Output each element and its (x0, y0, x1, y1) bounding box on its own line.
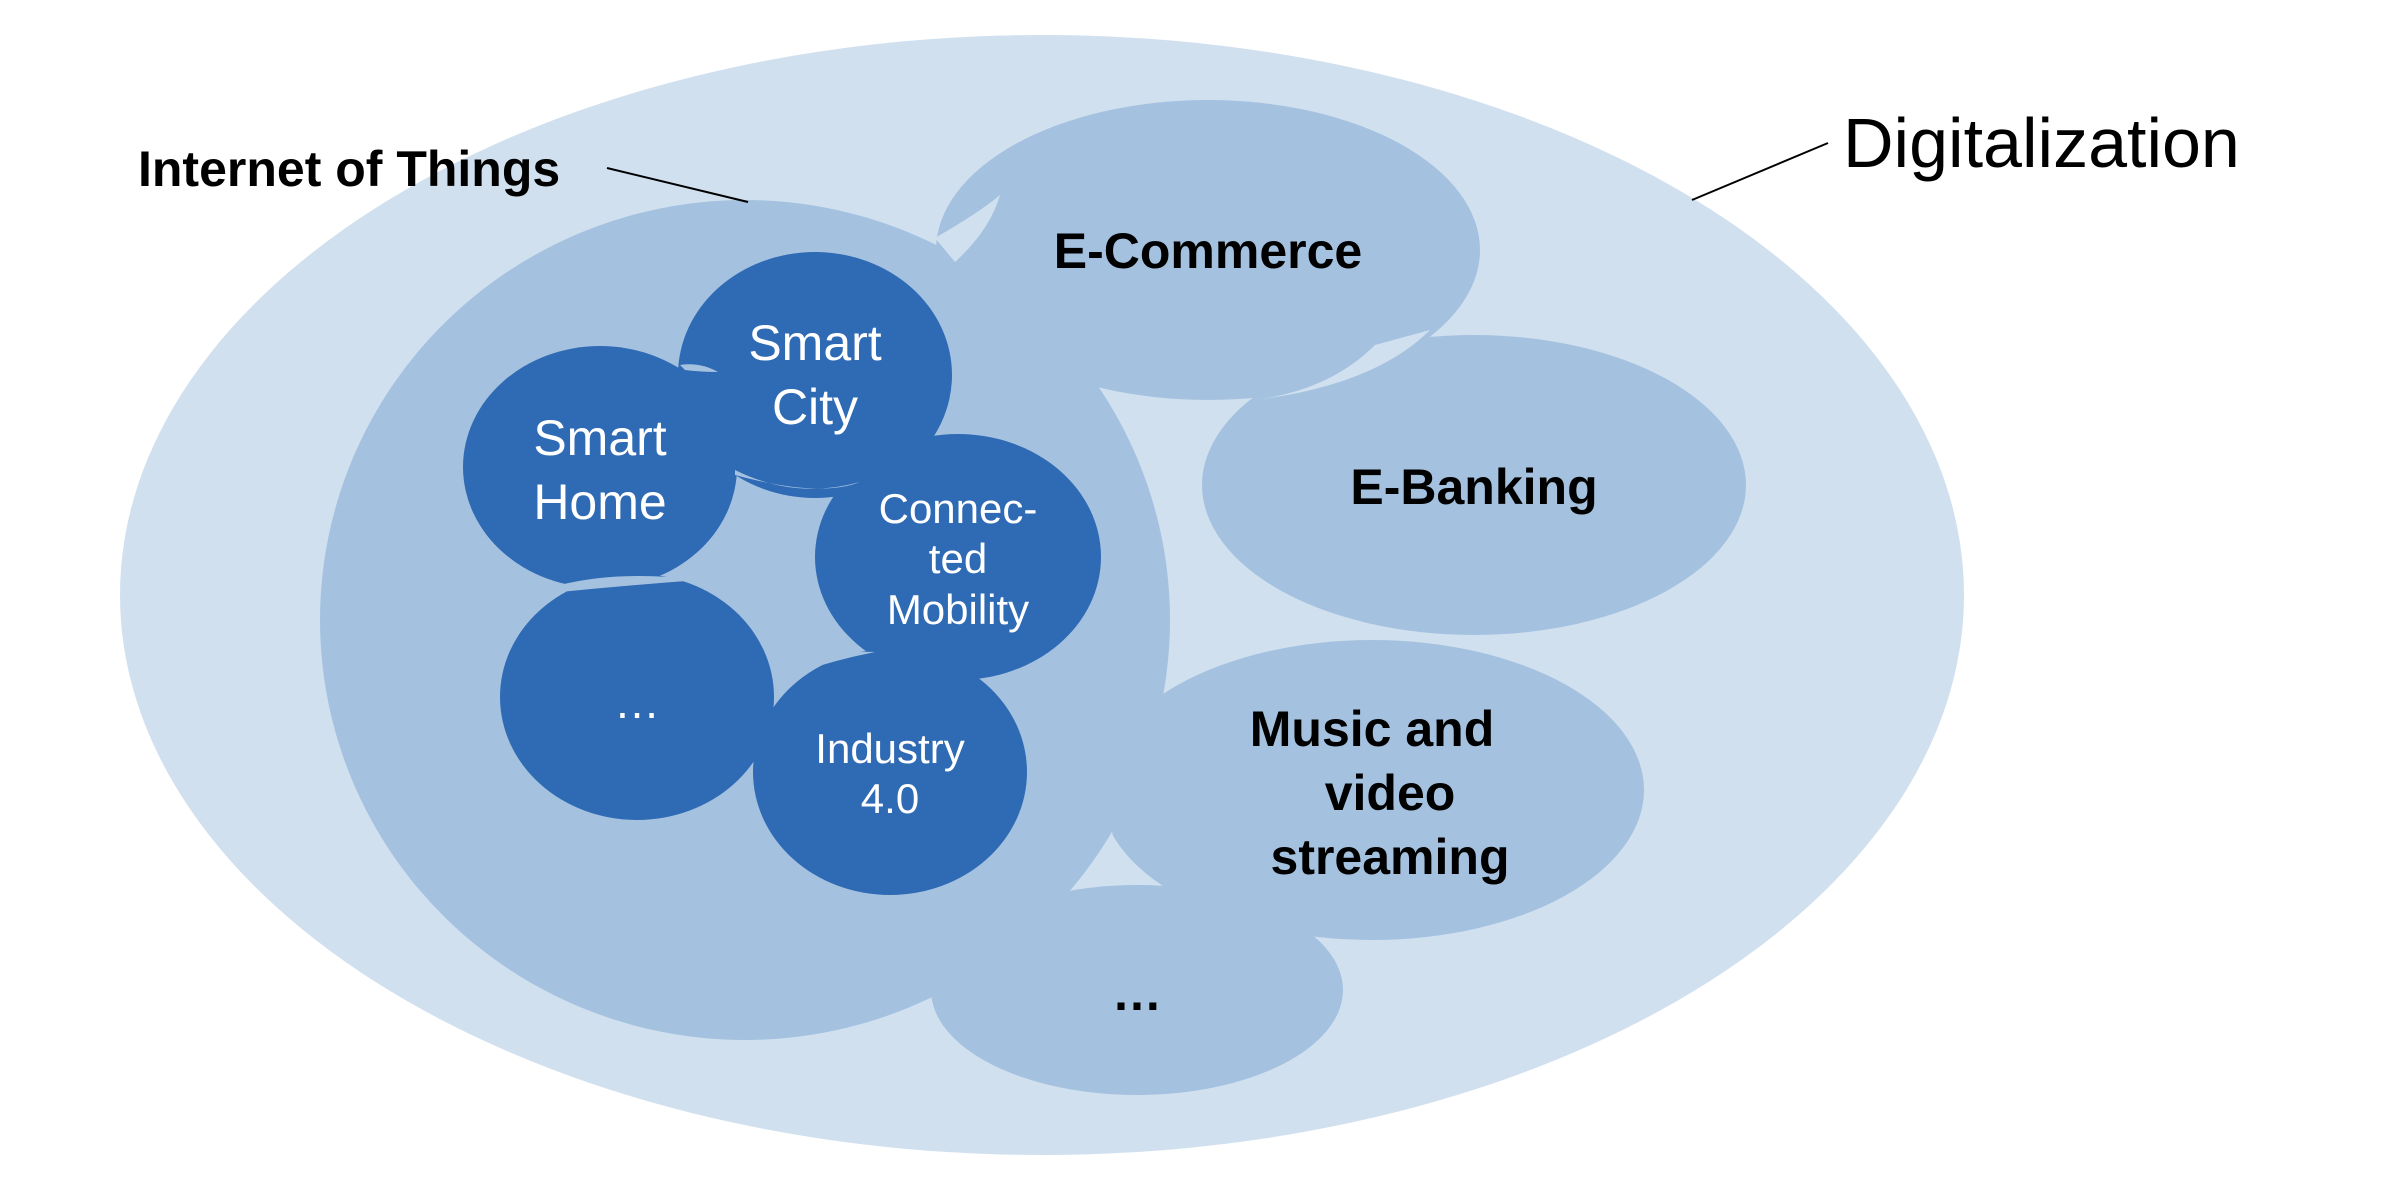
connected-mobility-label-line2: ted (929, 535, 987, 582)
ecommerce-ellipse (936, 100, 1480, 400)
smart-home-circle (463, 346, 737, 588)
connected-mobility-circle (815, 434, 1101, 680)
connected-mobility-label-line1: Connec- (879, 485, 1038, 532)
more-iot-label: … (614, 676, 660, 728)
smart-city-label-line2: City (772, 379, 858, 435)
music-more-gap (1070, 830, 1140, 890)
smart-city-circle (678, 252, 952, 498)
seam-connected-industry (800, 651, 875, 672)
digitalization-label: Digitalization (1843, 104, 2240, 182)
ecommerce-label: E-Commerce (1054, 223, 1362, 279)
music-streaming-ellipse (1100, 640, 1644, 940)
industry-label-line1: Industry (815, 725, 964, 772)
ebanking-ellipse (1202, 335, 1746, 635)
internet-of-things-label: Internet of Things (138, 141, 560, 197)
music-streaming-label-line1: Music and (1250, 701, 1494, 757)
iot-leader-line (606, 167, 749, 203)
connected-mobility-label-line3: Mobility (887, 586, 1029, 633)
smart-city-label-line1: Smart (748, 315, 881, 371)
industry-circle (753, 649, 1027, 895)
seam-smart-home-city (680, 364, 718, 372)
industry-label-line2: 4.0 (861, 775, 919, 822)
music-streaming-label-line2: video (1325, 765, 1456, 821)
digitalization-leader-line (1691, 142, 1829, 201)
smart-home-label-line1: Smart (533, 410, 666, 466)
seam-home-more (560, 576, 700, 592)
more-iot-circle (500, 574, 774, 820)
more-digital-label: … (1112, 965, 1162, 1021)
ebanking-label: E-Banking (1350, 459, 1597, 515)
more-digital-ellipse (931, 885, 1343, 1095)
smart-home-label-line2: Home (533, 474, 666, 530)
iot-ecommerce-gap (935, 195, 1000, 262)
music-streaming-label-line3: streaming (1271, 829, 1510, 885)
ecommerce-ebanking-gap (1255, 330, 1430, 400)
